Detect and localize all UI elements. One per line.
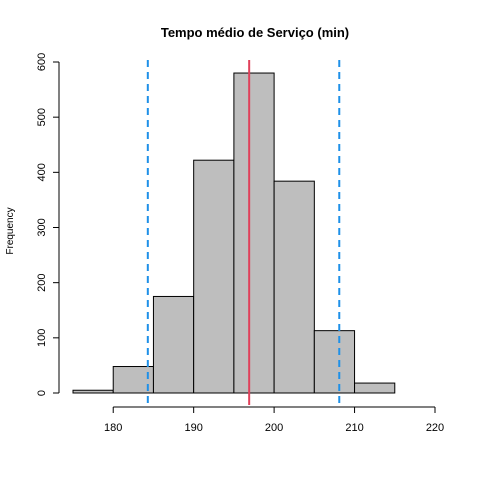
y-tick-label-1: 100	[36, 329, 48, 347]
x-axis: 180 190 200 210 220	[104, 406, 444, 434]
y-tick-label-3: 300	[36, 218, 48, 236]
x-tick-label-3: 210	[345, 422, 363, 434]
histogram-bar-3	[193, 159, 235, 394]
histogram-bar-5	[273, 180, 315, 394]
y-tick-label-5: 500	[36, 108, 48, 126]
reference-lines-layer	[146, 60, 341, 405]
x-tick-label-2: 200	[265, 422, 283, 434]
y-tick-label-4: 400	[36, 163, 48, 181]
y-tick-label-0: 0	[36, 390, 48, 396]
histogram-bar-2	[152, 295, 195, 394]
histogram-bar-4	[233, 72, 275, 394]
histogram-bar-0	[72, 389, 114, 394]
y-axis: 0 100 200 300 400 500 600	[36, 53, 60, 396]
y-tick-label-6: 600	[36, 53, 48, 71]
histogram-bar-1	[112, 366, 154, 394]
y-axis-label: Frequency	[5, 207, 16, 254]
x-tick-label-4: 220	[426, 422, 444, 434]
y-tick-label-2: 200	[36, 273, 48, 291]
x-tick-label-1: 190	[184, 422, 202, 434]
histogram-bar-7	[354, 382, 396, 394]
bars-layer	[72, 72, 396, 394]
histogram-bar-6	[313, 330, 356, 394]
chart-title: Tempo médio de Serviço (min)	[161, 25, 349, 40]
x-tick-label-0: 180	[104, 422, 122, 434]
